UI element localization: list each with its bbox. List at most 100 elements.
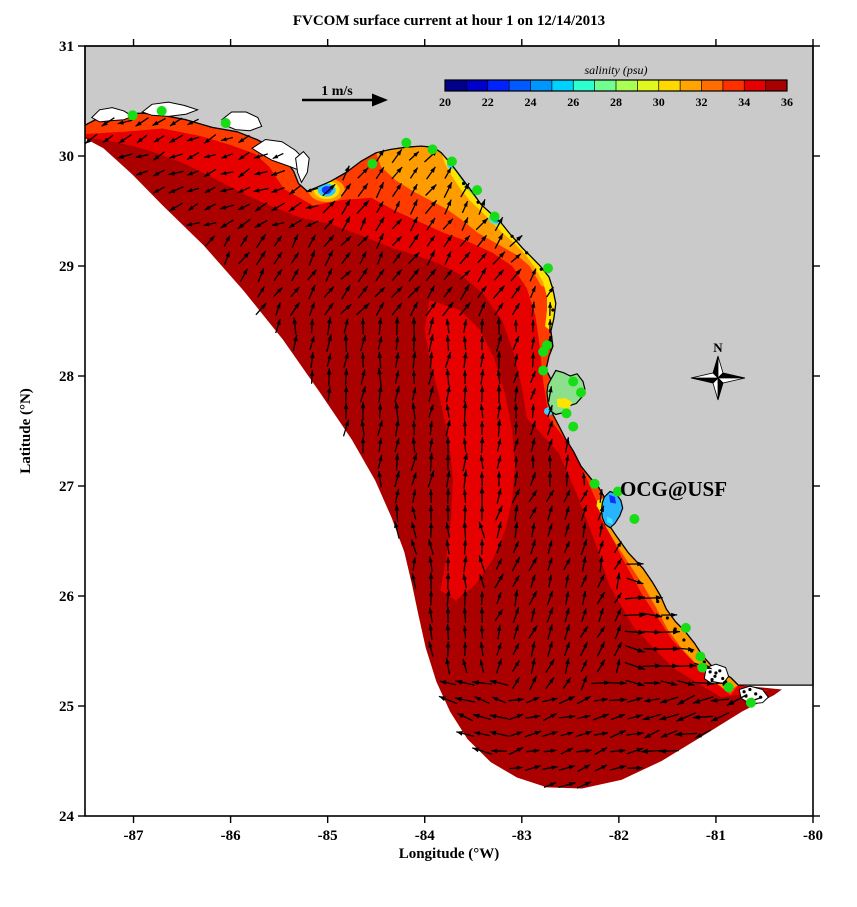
current-arrow-head <box>531 641 536 648</box>
current-arrow-head <box>616 592 622 599</box>
current-arrow-head <box>550 782 556 787</box>
current-arrow-head <box>565 574 570 581</box>
current-arrow-head <box>305 205 312 210</box>
current-arrow-head <box>516 235 523 242</box>
current-arrow-head <box>531 437 536 444</box>
current-arrow-head <box>464 235 470 242</box>
current-arrow-head <box>169 137 176 143</box>
x-tick-label: -84 <box>415 828 435 844</box>
current-arrow-head <box>445 624 451 631</box>
colorbar-segment <box>445 80 467 91</box>
current-arrow-head <box>496 471 502 478</box>
current-arrow-head <box>660 698 667 704</box>
current-arrow-head <box>514 677 520 684</box>
current-arrow-head <box>430 217 436 224</box>
current-arrow-head <box>462 385 468 392</box>
current-arrow-head <box>271 188 278 193</box>
y-tick-label: 31 <box>59 39 74 55</box>
current-arrow-head <box>277 287 283 293</box>
current-arrow-head <box>548 641 553 648</box>
current-arrow-head <box>271 171 278 176</box>
current-arrow-head <box>638 629 646 635</box>
current-arrow-head <box>479 625 484 632</box>
current-arrow-head <box>454 696 463 702</box>
station-marker <box>680 622 691 633</box>
current-arrow-head <box>497 403 502 410</box>
current-arrow-head <box>616 642 622 649</box>
current-arrow-head <box>659 748 666 754</box>
current-arrow-head <box>568 696 575 702</box>
current-arrow-head <box>479 486 485 494</box>
estuary-patch <box>556 398 573 409</box>
current-arrow-head <box>187 120 194 125</box>
current-arrow-head <box>689 663 697 669</box>
current-arrow-head <box>582 642 588 649</box>
current-arrow-head <box>255 206 262 212</box>
current-arrow-head <box>513 403 519 410</box>
current-arrow-head <box>547 302 553 308</box>
current-arrow-head <box>565 489 570 496</box>
current-arrow-head <box>260 251 266 258</box>
current-arrow-head <box>530 352 536 359</box>
current-arrow-head <box>412 167 418 174</box>
current-arrow-head <box>117 154 124 159</box>
station-marker <box>745 697 756 708</box>
current-arrow-head <box>567 748 574 753</box>
current-arrow-head <box>294 287 300 293</box>
current-arrow-head <box>378 336 383 343</box>
coast-speckle <box>708 670 712 674</box>
current-arrow-head <box>549 659 555 666</box>
current-arrow-head <box>362 183 368 190</box>
current-arrow-head <box>428 489 434 495</box>
current-arrow-head <box>412 557 417 564</box>
current-arrow-head <box>548 439 553 445</box>
station-marker <box>576 387 586 398</box>
current-arrow-head <box>204 188 211 193</box>
current-arrow-head <box>289 189 296 195</box>
colorbar: 20 22 24 26 28 30 32 34 36 <box>439 79 793 109</box>
current-arrow-head <box>220 171 227 176</box>
current-arrow-head <box>548 574 553 581</box>
current-arrow-head <box>377 403 383 410</box>
current-arrow-head <box>396 167 403 173</box>
current-arrow-head <box>136 171 143 176</box>
station-marker <box>695 651 706 662</box>
current-arrow-head <box>530 404 536 410</box>
current-arrow-head <box>288 206 295 212</box>
current-arrow-head <box>445 641 451 648</box>
colorbar-segment <box>765 80 788 91</box>
current-arrow-head <box>497 217 503 224</box>
current-arrow-head <box>567 731 574 736</box>
current-arrow-head <box>309 370 315 376</box>
coast-speckle <box>713 674 717 678</box>
current-arrow-head <box>601 765 608 770</box>
current-arrow-head <box>480 301 486 309</box>
current-arrow-head <box>599 659 605 666</box>
colorbar-border <box>444 79 788 92</box>
current-arrow-head <box>497 505 503 513</box>
current-arrow-head <box>292 317 298 324</box>
current-arrow-head <box>306 188 312 193</box>
current-arrow-head <box>378 201 384 208</box>
station-marker <box>561 408 572 419</box>
current-arrow-head <box>550 748 557 753</box>
current-arrow-head <box>446 419 451 427</box>
current-arrow-head <box>271 206 278 211</box>
current-arrow-head <box>582 556 587 563</box>
current-arrow-head <box>445 557 451 563</box>
current-arrow-head <box>619 765 627 770</box>
current-arrow-head <box>498 251 505 258</box>
current-arrow-head <box>429 438 434 444</box>
current-arrow-head <box>548 505 553 512</box>
current-arrow-head <box>531 675 537 683</box>
current-arrow-head <box>360 436 366 443</box>
current-arrow-head <box>547 471 553 478</box>
current-arrow-head <box>396 286 403 293</box>
current-arrow-head <box>516 731 523 736</box>
current-arrow-head <box>513 521 519 529</box>
current-arrow-head <box>585 748 592 753</box>
current-arrow-head <box>259 286 265 293</box>
current-arrow-head <box>637 731 644 736</box>
current-arrow-head <box>361 251 367 258</box>
station-marker <box>538 346 549 357</box>
